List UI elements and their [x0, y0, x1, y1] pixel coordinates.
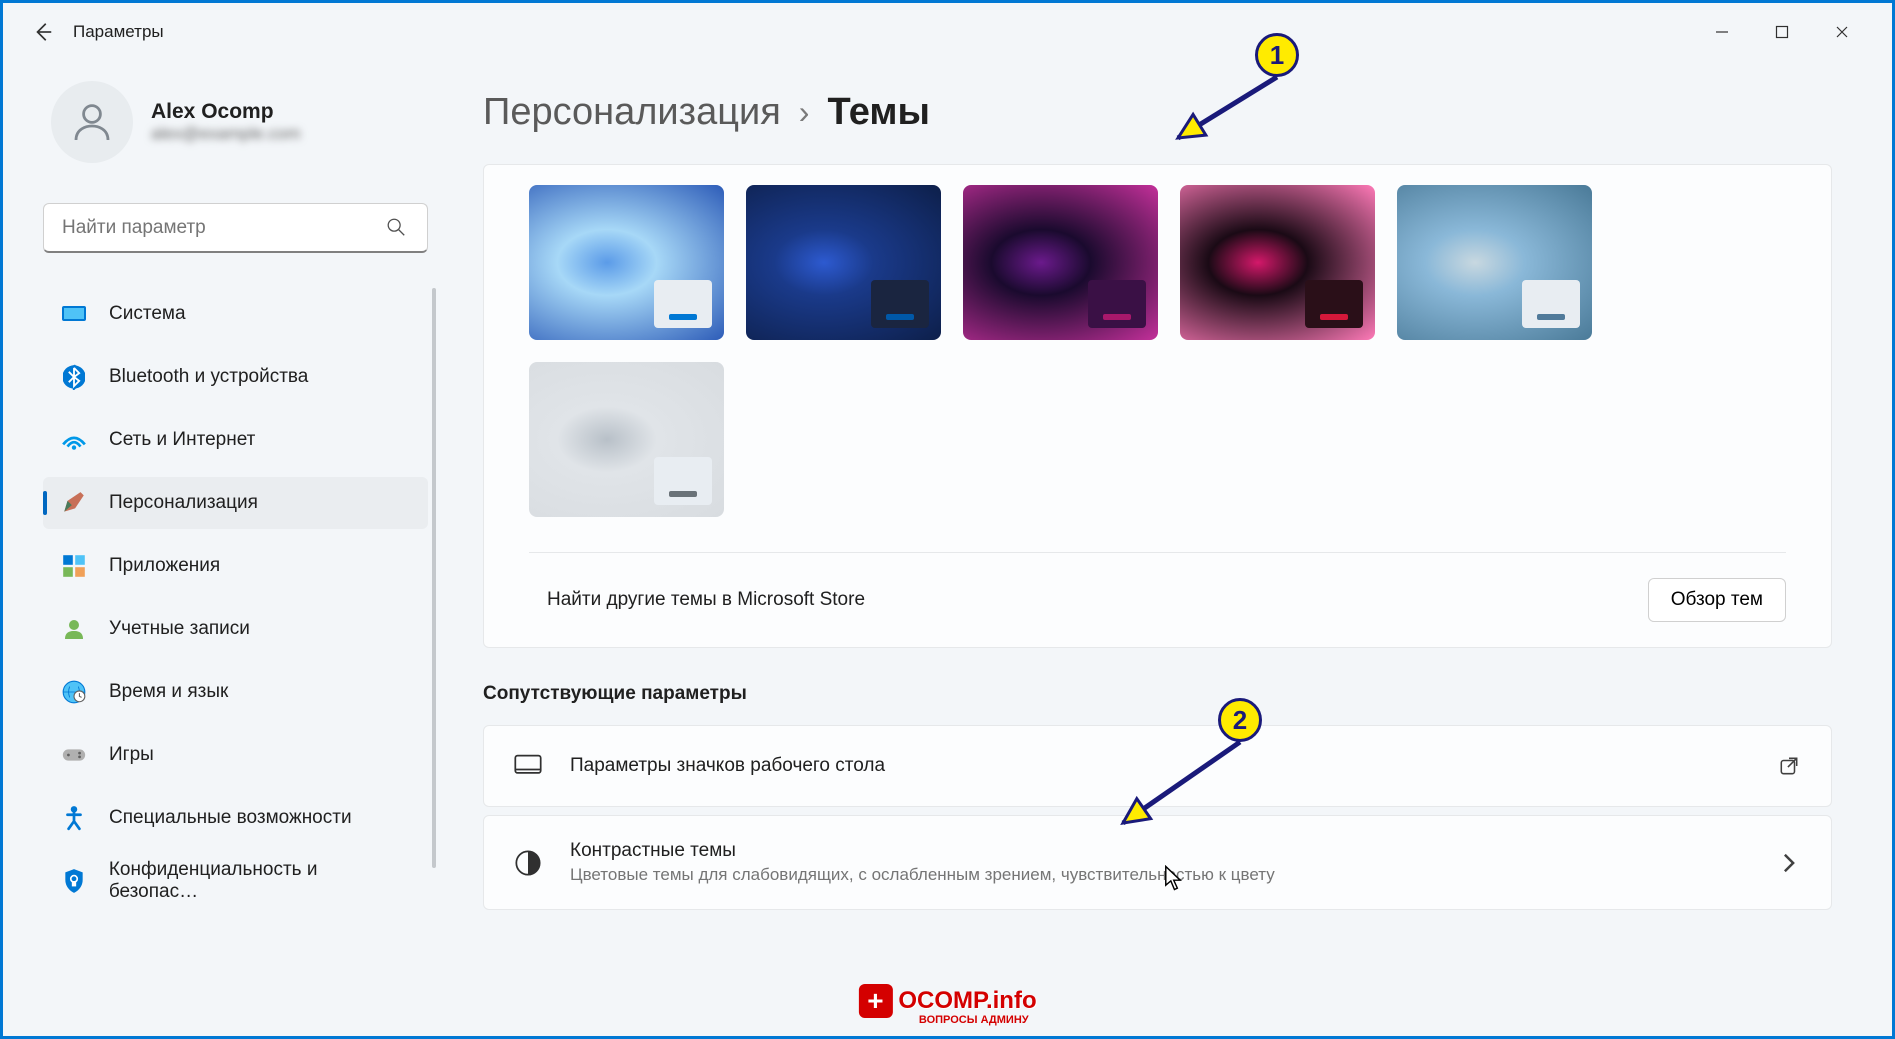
back-button[interactable] [23, 12, 63, 52]
nav-list: Система Bluetooth и устройства Сеть и Инте… [43, 288, 428, 907]
external-icon [1775, 752, 1803, 780]
theme-accent-badge [1088, 280, 1146, 328]
sidebar-item-games[interactable]: Игры [43, 729, 428, 781]
titlebar: Параметры [3, 3, 1892, 61]
theme-accent-badge [654, 280, 712, 328]
sidebar-item-apps[interactable]: Приложения [43, 540, 428, 592]
games-icon [61, 742, 87, 768]
sidebar-item-accounts[interactable]: Учетные записи [43, 603, 428, 655]
nav-label: Конфиденциальность и безопас… [109, 859, 410, 903]
theme-accent-badge [871, 280, 929, 328]
themes-panel: Найти другие темы в Microsoft Store Обзо… [483, 164, 1832, 648]
store-text: Найти другие темы в Microsoft Store [547, 589, 865, 611]
nav-label: Специальные возможности [109, 807, 352, 829]
privacy-icon [61, 868, 87, 894]
related-heading: Сопутствующие параметры [483, 683, 1832, 705]
theme-accent-badge [1305, 280, 1363, 328]
window-title: Параметры [73, 22, 164, 42]
accessibility-icon [61, 805, 87, 831]
minimize-button[interactable] [1707, 17, 1737, 47]
mouse-cursor-icon [1163, 865, 1183, 896]
theme-accent-badge [1522, 280, 1580, 328]
breadcrumb-current: Темы [827, 91, 930, 134]
sidebar-item-privacy[interactable]: Конфиденциальность и безопас… [43, 855, 428, 907]
apps-icon [61, 553, 87, 579]
nav-label: Персонализация [109, 492, 258, 514]
user-block[interactable]: Alex Ocomp alex@example.com [43, 81, 428, 163]
main-area: Alex Ocomp alex@example.com Система Bluet… [3, 61, 1892, 1036]
user-email: alex@example.com [151, 124, 301, 144]
sidebar-item-system[interactable]: Система [43, 288, 428, 340]
sidebar-item-bluetooth[interactable]: Bluetooth и устройства [43, 351, 428, 403]
accounts-icon [61, 616, 87, 642]
nav-label: Игры [109, 744, 154, 766]
theme-thumbnail[interactable] [1180, 185, 1375, 340]
breadcrumb-separator: › [799, 94, 810, 131]
nav-label: Учетные записи [109, 618, 250, 640]
network-icon [61, 427, 87, 453]
personalize-icon [61, 490, 87, 516]
theme-thumbnail[interactable] [529, 362, 724, 517]
search-input[interactable] [62, 217, 385, 239]
nav-label: Система [109, 303, 186, 325]
watermark: + OCOMP.info ВОПРОСЫ АДМИНУ [858, 984, 1036, 1018]
theme-grid [529, 185, 1786, 517]
theme-thumbnail[interactable] [963, 185, 1158, 340]
chevron-icon [1775, 849, 1803, 877]
theme-accent-badge [654, 457, 712, 505]
nav-label: Время и язык [109, 681, 228, 703]
watermark-sub: ВОПРОСЫ АДМИНУ [919, 1014, 1029, 1026]
bluetooth-icon [61, 364, 87, 390]
nav-label: Bluetooth и устройства [109, 366, 308, 388]
watermark-text: OCOMP.info [898, 987, 1036, 1014]
row-title: Параметры значков рабочего стола [570, 755, 1749, 777]
window-controls [1707, 17, 1872, 47]
sidebar-item-time[interactable]: Время и язык [43, 666, 428, 718]
theme-thumbnail[interactable] [529, 185, 724, 340]
nav-label: Приложения [109, 555, 220, 577]
settings-window: Параметры Alex Ocomp alex@example.com [0, 0, 1895, 1039]
user-name: Alex Ocomp [151, 100, 301, 124]
breadcrumb-parent[interactable]: Персонализация [483, 91, 781, 134]
breadcrumb: Персонализация › Темы [483, 91, 1832, 134]
avatar [51, 81, 133, 163]
setting-row-desktop[interactable]: Параметры значков рабочего стола [483, 725, 1832, 807]
system-icon [61, 301, 87, 327]
time-icon [61, 679, 87, 705]
watermark-icon: + [858, 984, 892, 1018]
row-subtitle: Цветовые темы для слабовидящих, с ослабл… [570, 865, 1749, 885]
sidebar-item-accessibility[interactable]: Специальные возможности [43, 792, 428, 844]
store-row: Найти другие темы в Microsoft Store Обзо… [529, 552, 1786, 647]
theme-thumbnail[interactable] [1397, 185, 1592, 340]
close-button[interactable] [1827, 17, 1857, 47]
browse-themes-button[interactable]: Обзор тем [1648, 578, 1786, 622]
nav-scrollbar[interactable] [432, 288, 436, 868]
search-icon [385, 216, 409, 240]
nav-label: Сеть и Интернет [109, 429, 255, 451]
row-title: Контрастные темы [570, 840, 1749, 862]
sidebar: Alex Ocomp alex@example.com Система Bluet… [3, 61, 443, 1036]
maximize-button[interactable] [1767, 17, 1797, 47]
sidebar-item-network[interactable]: Сеть и Интернет [43, 414, 428, 466]
sidebar-item-personalize[interactable]: Персонализация [43, 477, 428, 529]
desktop-icon [512, 750, 544, 782]
contrast-icon [512, 847, 544, 879]
theme-thumbnail[interactable] [746, 185, 941, 340]
search-box[interactable] [43, 203, 428, 253]
setting-row-contrast[interactable]: Контрастные темы Цветовые темы для слабов… [483, 815, 1832, 910]
